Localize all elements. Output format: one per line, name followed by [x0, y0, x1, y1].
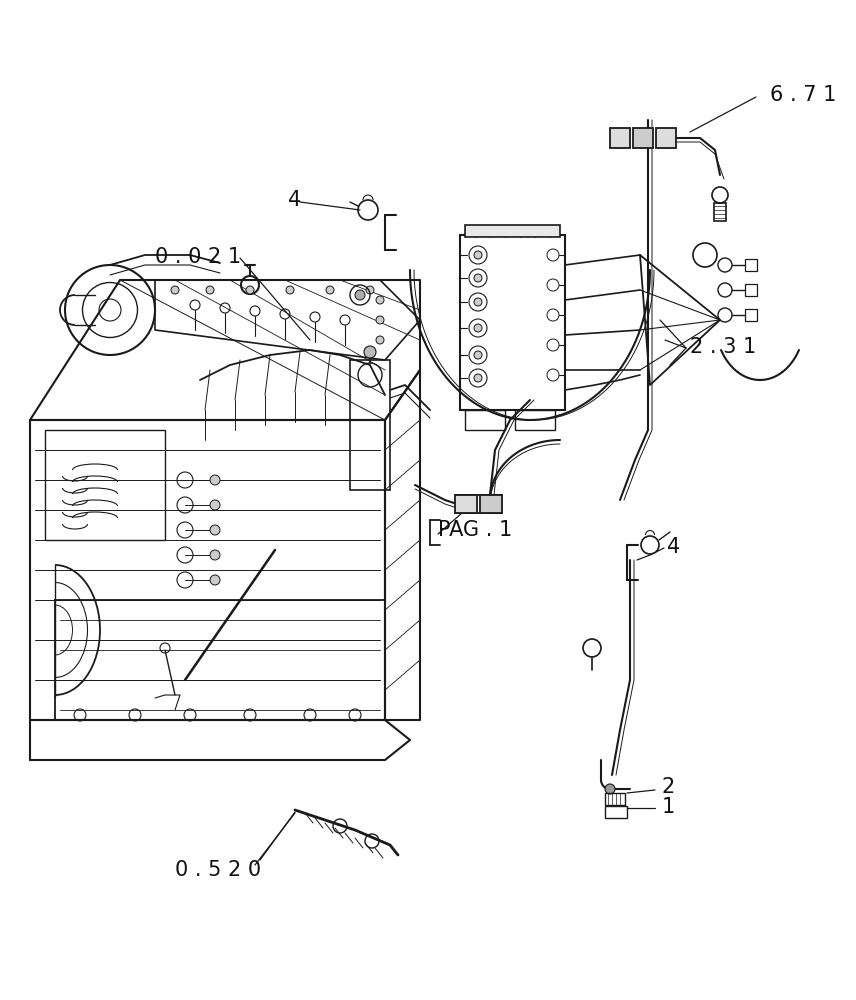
Circle shape [210, 475, 220, 485]
Circle shape [210, 575, 220, 585]
Bar [605, 806, 627, 818]
Text: 0 . 0 2 1: 0 . 0 2 1 [155, 247, 241, 267]
Bar [745, 259, 757, 271]
Text: 4: 4 [667, 537, 681, 557]
Bar [714, 203, 726, 221]
Circle shape [210, 525, 220, 535]
Circle shape [326, 286, 334, 294]
Text: 6 . 7 1: 6 . 7 1 [770, 85, 836, 105]
Circle shape [355, 290, 365, 300]
Circle shape [605, 784, 615, 794]
Text: PAG . 1: PAG . 1 [438, 520, 512, 540]
Text: 2: 2 [662, 777, 675, 797]
Bar [465, 410, 505, 430]
Circle shape [376, 316, 384, 324]
Circle shape [366, 286, 374, 294]
Bar [605, 793, 625, 805]
Circle shape [376, 296, 384, 304]
Circle shape [474, 298, 482, 306]
Circle shape [286, 286, 294, 294]
Bar [460, 235, 565, 410]
Circle shape [206, 286, 214, 294]
Bar [610, 128, 630, 148]
Circle shape [364, 346, 376, 358]
Circle shape [210, 500, 220, 510]
Circle shape [474, 251, 482, 259]
Text: 1: 1 [662, 797, 675, 817]
Bar [656, 128, 676, 148]
Circle shape [246, 286, 254, 294]
Bar [633, 128, 653, 148]
Bar [515, 410, 555, 430]
Bar [465, 225, 560, 237]
Circle shape [376, 336, 384, 344]
Bar [745, 284, 757, 296]
Text: 0 . 5 2 0: 0 . 5 2 0 [175, 860, 261, 880]
Bar [745, 309, 757, 321]
Circle shape [474, 374, 482, 382]
Circle shape [210, 550, 220, 560]
Bar [480, 495, 502, 513]
Circle shape [171, 286, 179, 294]
Circle shape [474, 351, 482, 359]
Circle shape [474, 274, 482, 282]
Circle shape [474, 324, 482, 332]
Text: 4: 4 [288, 190, 301, 210]
Text: 2 . 3 1: 2 . 3 1 [690, 337, 756, 357]
Bar [350, 360, 390, 490]
Bar [45, 430, 165, 540]
Bar [455, 495, 477, 513]
